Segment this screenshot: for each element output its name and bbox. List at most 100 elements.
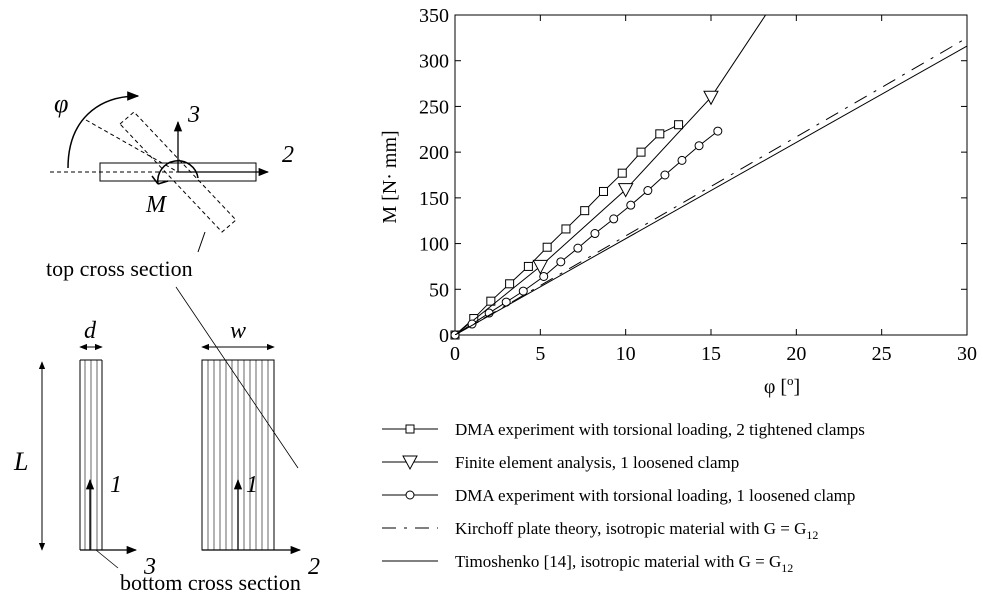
data-point-circle xyxy=(405,490,415,500)
legend-label: DMA experiment with torsional loading, 2… xyxy=(455,420,865,439)
legend-label-subscript: 12 xyxy=(806,528,818,542)
x-tick-label: 5 xyxy=(535,343,545,365)
d-label: d xyxy=(84,318,97,344)
legend-label: Kirchoff plate theory, isotropic materia… xyxy=(455,519,818,542)
y-tick-label: 50 xyxy=(429,279,449,301)
x-tick-label: 15 xyxy=(701,343,721,365)
x-tick-label: 10 xyxy=(616,343,636,365)
top-cross-section-label: top cross section xyxy=(46,256,193,281)
legend-label-text: DMA experiment with torsional loading, 2… xyxy=(455,420,865,439)
data-point-circle xyxy=(539,271,549,281)
series-4 xyxy=(455,45,967,335)
data-point-square xyxy=(617,168,627,178)
series-3 xyxy=(455,37,967,335)
x-axis-label: φ [o] xyxy=(764,373,800,398)
data-point-circle xyxy=(556,257,566,267)
legend-entry: DMA experiment with torsional loading, 1… xyxy=(382,486,855,505)
data-point-circle xyxy=(713,126,723,136)
data-point-triangle xyxy=(402,455,418,471)
x-axis-label-main: φ [ xyxy=(764,376,787,398)
chart-legend: DMA experiment with torsional loading, 2… xyxy=(382,420,865,575)
specimen-diagram: φ 3 2 M top cross section d L 1 3 xyxy=(13,89,320,595)
y-tick-label: 0 xyxy=(439,325,449,347)
x-tick-label: 25 xyxy=(872,343,892,365)
legend-label-text: Finite element analysis, 1 loosened clam… xyxy=(455,453,739,472)
data-point-square xyxy=(405,424,415,434)
bottom-cross-section-label: bottom cross section xyxy=(120,570,301,595)
moment-label: M xyxy=(145,192,168,218)
phi-label: φ xyxy=(54,89,68,118)
chart-series xyxy=(450,15,967,340)
series-line xyxy=(455,130,719,335)
data-point-square xyxy=(523,261,533,271)
legend-label: Finite element analysis, 1 loosened clam… xyxy=(455,453,739,472)
rotated-section-dashed xyxy=(119,111,237,233)
y-tick-label: 250 xyxy=(419,96,449,118)
L-label: L xyxy=(13,447,28,476)
data-point-square xyxy=(505,279,515,289)
y-tick-label: 100 xyxy=(419,234,449,256)
data-point-square xyxy=(486,296,496,306)
legend-entry: DMA experiment with torsional loading, 2… xyxy=(382,420,865,439)
data-point-triangle xyxy=(617,183,634,198)
y-tick-label: 150 xyxy=(419,188,449,210)
data-point-triangle xyxy=(532,259,549,275)
top-cross-section: φ 3 2 M top cross section xyxy=(46,89,294,281)
series-1 xyxy=(455,15,767,335)
data-point-circle xyxy=(660,170,670,180)
axis-3-label: 3 xyxy=(187,102,200,128)
data-point-square xyxy=(636,147,646,157)
y-tick-label: 300 xyxy=(419,51,449,73)
data-point-circle xyxy=(694,141,704,151)
data-point-triangle xyxy=(703,90,719,106)
legend-label-text: Kirchoff plate theory, isotropic materia… xyxy=(455,519,806,538)
legend-label-text: Timoshenko [14], isotropic material with… xyxy=(455,552,781,571)
connection-line xyxy=(175,286,299,469)
moment-arc-arrow xyxy=(151,160,199,185)
y-axis-label: M [N· mm] xyxy=(379,130,401,223)
data-point-circle xyxy=(626,200,636,210)
data-point-square xyxy=(655,129,665,139)
rotated-reference-dashed xyxy=(85,119,179,173)
legend-label-subscript: 12 xyxy=(781,561,793,575)
axis-3-label-bottom: 3 xyxy=(143,554,156,580)
legend-label: DMA experiment with torsional loading, 1… xyxy=(455,486,855,505)
data-point-square xyxy=(674,120,684,130)
series-line xyxy=(455,37,967,335)
wide-face-view: w 1 2 xyxy=(201,318,320,580)
series-0 xyxy=(450,120,684,340)
legend-entry: Timoshenko [14], isotropic material with… xyxy=(382,552,793,575)
axis-2-label: 2 xyxy=(282,142,294,168)
x-tick-label: 30 xyxy=(957,343,977,365)
plot-frame xyxy=(454,14,968,336)
phi-rotation-arrow xyxy=(67,91,140,169)
y-tick-label: 200 xyxy=(419,142,449,164)
thin-edge-view: d L 1 3 xyxy=(13,318,156,580)
legend-entry: Kirchoff plate theory, isotropic materia… xyxy=(382,519,818,542)
bottom-leader-line xyxy=(95,549,119,569)
axis-1-label-thin: 1 xyxy=(110,472,122,498)
legend-label: Timoshenko [14], isotropic material with… xyxy=(455,552,793,575)
data-point-square xyxy=(598,186,608,196)
data-point-circle xyxy=(609,214,619,224)
data-point-circle xyxy=(677,155,687,165)
series-line xyxy=(455,45,967,335)
axis-2-label-bottom: 2 xyxy=(308,554,320,580)
legend-label-text: DMA experiment with torsional loading, 1… xyxy=(455,486,855,505)
data-point-circle xyxy=(518,286,528,296)
x-axis-label-end: ] xyxy=(794,376,801,398)
x-axis-label-sup: o xyxy=(787,373,794,388)
data-point-circle xyxy=(573,243,583,253)
fiber-lines xyxy=(207,360,269,550)
data-point-circle xyxy=(643,186,653,196)
w-label: w xyxy=(230,318,246,344)
x-tick-label: 0 xyxy=(450,343,460,365)
data-point-square xyxy=(580,206,590,216)
x-tick-label: 20 xyxy=(786,343,806,365)
data-point-square xyxy=(542,242,552,252)
legend-entry: Finite element analysis, 1 loosened clam… xyxy=(382,453,739,472)
top-leader-line xyxy=(197,231,206,253)
series-line xyxy=(455,15,767,335)
series-2 xyxy=(450,126,723,340)
